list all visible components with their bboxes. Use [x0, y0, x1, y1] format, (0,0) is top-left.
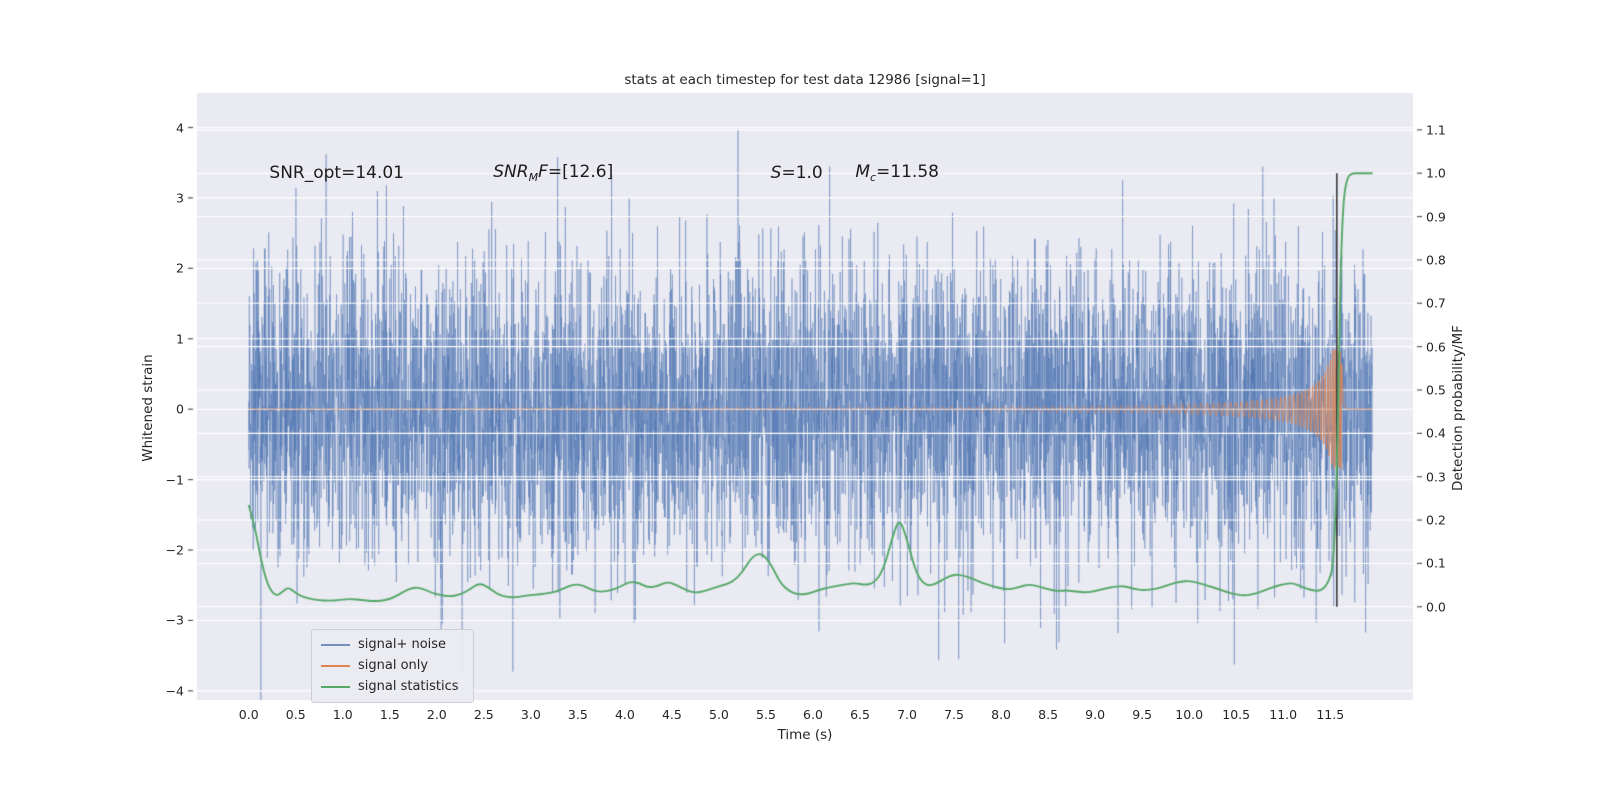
annotation-snr-opt: SNR_opt=14.01 — [269, 163, 404, 183]
y-right-tick-label: 0.3 — [1426, 469, 1446, 485]
annotation-subscript: M — [528, 171, 539, 185]
annotation-text: S — [770, 163, 782, 184]
x-tick-label: 11.5 — [1316, 707, 1345, 722]
y-left-tick-label: −2 — [165, 542, 184, 558]
y-right-tick-label: 0.9 — [1426, 209, 1446, 225]
y-axis-label-left: Whitened strain — [140, 354, 156, 462]
y-right-tick-label: 1.1 — [1426, 122, 1446, 138]
legend: signal+ noise signal only signal statistic… — [311, 629, 474, 703]
y-left-tick-label: −3 — [165, 612, 184, 628]
x-tick-label: 8.5 — [1038, 707, 1059, 722]
x-tick-label: 2.5 — [473, 707, 494, 722]
x-tick-label: 1.5 — [379, 707, 400, 722]
x-tick-label: 2.0 — [426, 707, 447, 722]
x-tick-label: 3.5 — [567, 707, 588, 722]
legend-swatch-2 — [321, 686, 350, 688]
legend-item: signal only — [321, 657, 459, 675]
x-tick-label: 7.0 — [897, 707, 917, 722]
y-left-tick-label: 1 — [176, 331, 184, 347]
legend-label: signal statistics — [358, 679, 459, 694]
y-left-tick-label: −1 — [165, 472, 184, 488]
y-left-tick-label: −4 — [165, 683, 184, 699]
x-tick-label: 10.0 — [1175, 707, 1204, 722]
annotation-text: SNR_opt=14.01 — [269, 163, 404, 184]
annotation-text: =1.0 — [781, 163, 823, 184]
annotation-s: S=1.0 — [771, 163, 823, 183]
chart-title: stats at each timestep for test data 129… — [624, 72, 986, 88]
legend-item: signal+ noise — [321, 636, 459, 654]
x-axis-label: Time (s) — [777, 727, 833, 743]
x-tick-label: 10.5 — [1222, 707, 1251, 722]
x-tick-label: 6.5 — [850, 707, 870, 722]
y-left-tick-label: 2 — [176, 260, 184, 276]
y-left-tick-label: 3 — [176, 190, 184, 206]
x-tick-label: 8.0 — [991, 707, 1012, 722]
legend-label: signal+ noise — [358, 637, 447, 652]
y-axis-label-right: Detection probability/MF — [1450, 325, 1466, 491]
legend-label: signal only — [358, 658, 429, 673]
x-tick-label: 4.5 — [661, 707, 682, 722]
annotation-subscript: c — [869, 171, 877, 185]
x-tick-label: 3.0 — [520, 707, 541, 722]
y-left-tick-label: 4 — [176, 120, 184, 135]
annotation-text: SNR — [493, 162, 529, 183]
annotation-snr-mf: SNRMF=[12.6] — [493, 162, 613, 184]
y-right-tick-label: 0.7 — [1426, 295, 1446, 311]
y-right-tick-label: 1.0 — [1426, 165, 1446, 181]
annotation-text: =11.58 — [876, 162, 939, 183]
annotation-text: =[12.6] — [547, 162, 614, 183]
y-right-tick-label: 0.8 — [1426, 252, 1446, 268]
legend-swatch-0 — [321, 644, 350, 646]
x-tick-label: 4.0 — [614, 707, 635, 722]
x-tick-label: 9.0 — [1085, 707, 1106, 722]
x-tick-label: 5.5 — [756, 707, 776, 722]
annotation-mc: Mc=11.58 — [855, 162, 939, 184]
y-right-tick-label: 0.1 — [1426, 555, 1446, 571]
x-tick-label: 9.5 — [1132, 707, 1153, 722]
x-tick-label: 5.0 — [708, 707, 729, 722]
x-tick-label: 0.0 — [238, 707, 259, 722]
x-tick-label: 1.0 — [332, 707, 353, 722]
y-right-tick-label: 0.0 — [1426, 599, 1446, 615]
y-right-tick-label: 0.2 — [1426, 512, 1446, 528]
x-tick-label: 7.5 — [944, 707, 964, 722]
y-right-tick-label: 0.6 — [1426, 339, 1446, 355]
annotation-text: M — [855, 162, 870, 183]
y-left-tick-label: 0 — [176, 401, 184, 417]
x-tick-label: 11.0 — [1269, 707, 1298, 722]
annotation-text: F — [538, 162, 548, 183]
y-right-tick-label: 0.5 — [1426, 382, 1446, 398]
legend-swatch-1 — [321, 665, 350, 667]
legend-item: signal statistics — [321, 678, 459, 696]
x-tick-label: 0.5 — [285, 707, 306, 722]
y-right-tick-label: 0.4 — [1426, 425, 1446, 441]
x-tick-label: 6.0 — [803, 707, 823, 722]
